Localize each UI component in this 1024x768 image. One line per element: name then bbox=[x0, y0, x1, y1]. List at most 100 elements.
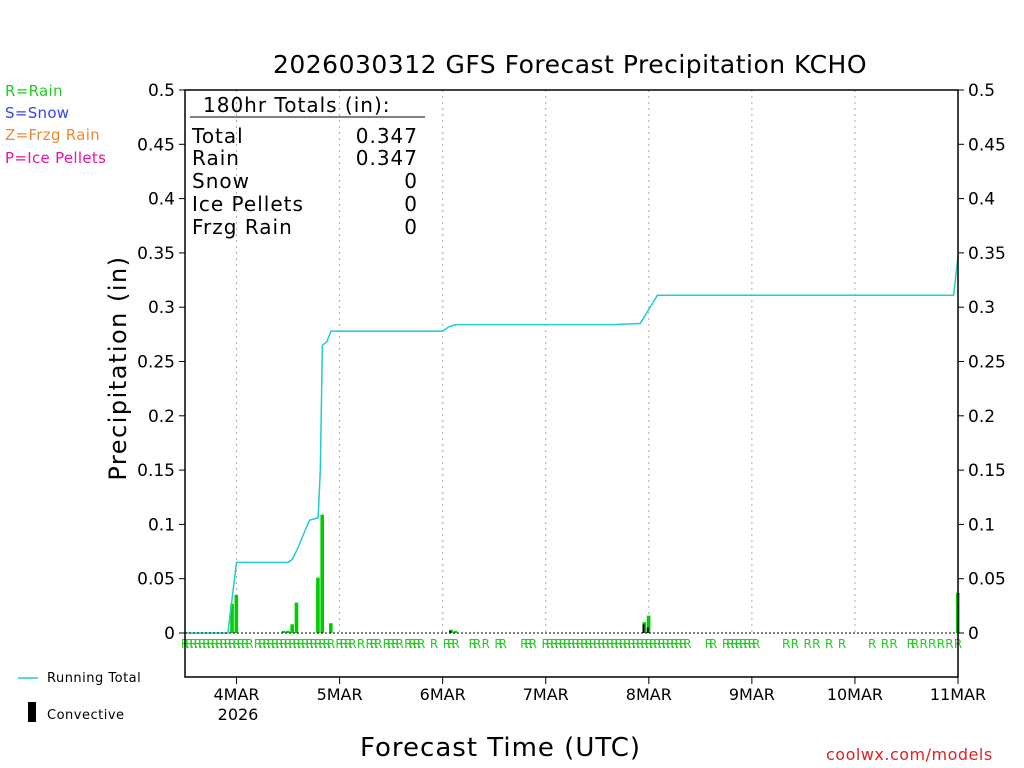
ptype-marker: R bbox=[189, 637, 197, 651]
totals-label-ice-pellets: Ice Pellets bbox=[192, 192, 304, 216]
totals-value-frzg-rain: 0 bbox=[404, 215, 418, 239]
convective-bars bbox=[449, 624, 649, 633]
convective-bar bbox=[449, 630, 452, 633]
y-tick-label-right: 0.5 bbox=[968, 81, 995, 101]
ptype-marker: R bbox=[554, 637, 562, 651]
ptype-marker: R bbox=[726, 637, 734, 651]
ptype-marker: R bbox=[615, 637, 623, 651]
ptype-marker: R bbox=[658, 637, 666, 651]
precip-bar bbox=[286, 630, 290, 633]
y-tick-label-left: 0.4 bbox=[148, 190, 175, 210]
ptype-marker: R bbox=[348, 637, 356, 651]
ptype-marker: R bbox=[739, 637, 747, 651]
totals-value-total: 0.347 bbox=[356, 124, 418, 148]
totals-label-frzg-rain: Frzg Rain bbox=[192, 215, 293, 239]
y-axis-left: 0 0.05 0.1 0.15 0.2 0.25 0.3 0.35 0.4 0.45 0.5 bbox=[137, 81, 185, 644]
ptype-marker: R bbox=[627, 637, 635, 651]
ptype-marker: R bbox=[318, 637, 326, 651]
grid-lines bbox=[236, 90, 856, 633]
ptype-marker: R bbox=[804, 637, 812, 651]
y-axis-right: 0 0.05 0.1 0.15 0.2 0.25 0.3 0.35 0.4 0.45 0.5 bbox=[958, 81, 1006, 644]
running-total-line bbox=[185, 256, 959, 634]
ptype-marker: R bbox=[606, 637, 614, 651]
ptype-marker: R bbox=[207, 637, 215, 651]
totals-heading: 180hr Totals (in): bbox=[203, 93, 391, 117]
ptype-marker: R bbox=[550, 637, 558, 651]
ptype-marker: R bbox=[666, 637, 674, 651]
ptype-marker: R bbox=[709, 637, 717, 651]
ptype-marker: R bbox=[748, 637, 756, 651]
ptype-marker: R bbox=[288, 637, 296, 651]
ptype-marker: R bbox=[228, 637, 236, 651]
x-tick-label: 4MAR bbox=[214, 685, 260, 704]
ptype-marker: R bbox=[215, 637, 223, 651]
y-tick-label-right: 0.35 bbox=[968, 244, 1006, 264]
x-year-label: 2026 bbox=[218, 705, 259, 724]
ptype-marker: R bbox=[305, 637, 313, 651]
ptype-marker: R bbox=[301, 637, 309, 651]
y-tick-label-left: 0.35 bbox=[137, 244, 175, 264]
ptype-marker: R bbox=[907, 637, 915, 651]
totals-label-snow: Snow bbox=[192, 169, 250, 193]
ptype-marker: R bbox=[335, 637, 343, 651]
ptype-marker: R bbox=[357, 637, 365, 651]
convective-bar bbox=[642, 624, 645, 633]
x-tick-label: 5MAR bbox=[317, 685, 363, 704]
y-tick-label-right: 0.15 bbox=[968, 461, 1006, 481]
ptype-marker: R bbox=[567, 637, 575, 651]
x-axis: 4MAR 5MAR 6MAR 7MAR 8MAR 9MAR 10MAR 11MAR bbox=[214, 677, 986, 704]
ptype-marker: R bbox=[868, 637, 876, 651]
precip-bar bbox=[320, 514, 325, 633]
y-tick-label-right: 0.25 bbox=[968, 353, 1006, 373]
totals-label-total: Total bbox=[191, 124, 244, 148]
ptype-marker: R bbox=[743, 637, 751, 651]
convective-bar bbox=[646, 627, 649, 633]
credit-link[interactable]: coolwx.com/models bbox=[826, 745, 993, 764]
ptype-marker: R bbox=[580, 637, 588, 651]
legend-snow: S=Snow bbox=[5, 104, 70, 122]
ptype-marker: R bbox=[645, 637, 653, 651]
y-tick-label-right: 0.05 bbox=[968, 570, 1006, 590]
ptype-marker: R bbox=[593, 637, 601, 651]
y-tick-label-left: 0.25 bbox=[137, 353, 175, 373]
ptype-marker: R bbox=[576, 637, 584, 651]
precip-bar bbox=[281, 630, 286, 633]
ptype-marker: R bbox=[563, 637, 571, 651]
ptype-marker: R bbox=[589, 637, 597, 651]
ptype-marker: R bbox=[597, 637, 605, 651]
ptype-marker: R bbox=[791, 637, 799, 651]
ptype-marker: R bbox=[481, 637, 489, 651]
running-total-legend-label: Running Total bbox=[47, 671, 141, 686]
ptype-marker: R bbox=[585, 637, 593, 651]
ptype-marker: R bbox=[623, 637, 631, 651]
ptype-marker: R bbox=[919, 637, 927, 651]
ptype-marker: R bbox=[241, 637, 249, 651]
ptype-marker: R bbox=[417, 637, 425, 651]
precip-bar bbox=[316, 577, 320, 633]
totals-value-snow: 0 bbox=[404, 169, 418, 193]
legend-frzg-rain: Z=Frzg Rain bbox=[5, 126, 100, 144]
ptype-marker: R bbox=[374, 637, 382, 651]
ptype-marker: R bbox=[619, 637, 627, 651]
y-tick-label-left: 0 bbox=[164, 624, 175, 644]
y-tick-label-left: 0.15 bbox=[137, 461, 175, 481]
ptype-marker: R bbox=[683, 637, 691, 651]
ptype-marker: R bbox=[232, 637, 240, 651]
series-legend: Running Total Convective bbox=[18, 671, 141, 723]
ptype-marker: R bbox=[529, 637, 537, 651]
ptype-marker: R bbox=[443, 637, 451, 651]
ptype-marker: R bbox=[413, 637, 421, 651]
ptype-marker: R bbox=[198, 637, 206, 651]
ptype-marker: R bbox=[408, 637, 416, 651]
x-axis-label: Forecast Time (UTC) bbox=[360, 733, 642, 763]
ptype-marker: R bbox=[670, 637, 678, 651]
ptype-marker: R bbox=[327, 637, 335, 651]
ptype-marker: R bbox=[636, 637, 644, 651]
precip-bar bbox=[646, 615, 651, 633]
precip-bar bbox=[329, 623, 333, 633]
ptype-marker: R bbox=[632, 637, 640, 651]
y-tick-label-left: 0.2 bbox=[148, 407, 175, 427]
totals-label-rain: Rain bbox=[192, 146, 240, 170]
y-axis-label: Precipitation (in) bbox=[104, 255, 132, 481]
